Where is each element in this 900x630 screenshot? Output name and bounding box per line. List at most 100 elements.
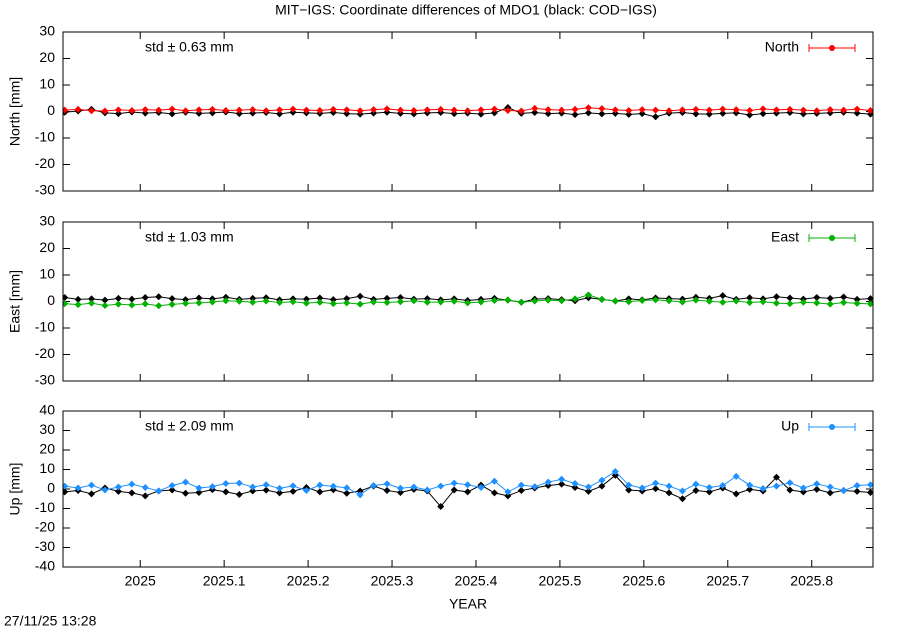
data-point: [799, 484, 807, 492]
data-point: [276, 106, 284, 114]
data-point: [370, 106, 378, 114]
data-point: [692, 296, 700, 304]
data-point: [625, 486, 633, 494]
data-point: [114, 483, 122, 491]
data-point: [114, 106, 122, 114]
data-point: [396, 489, 404, 497]
data-point: [665, 482, 673, 490]
data-point: [101, 301, 109, 309]
data-point: [490, 489, 498, 497]
data-point: [464, 299, 472, 307]
data-point: [437, 503, 445, 511]
x-tick-label: 2025.2: [287, 573, 330, 589]
data-point: [840, 106, 848, 114]
data-point: [343, 295, 351, 303]
data-point: [853, 295, 861, 303]
data-point: [168, 110, 176, 118]
data-point: [826, 294, 834, 302]
data-point: [746, 299, 754, 307]
data-point: [356, 487, 364, 495]
data-point: [63, 294, 69, 302]
data-point: [74, 301, 82, 309]
data-point: [826, 489, 834, 497]
data-point: [235, 490, 243, 498]
data-point: [786, 486, 794, 494]
data-point: [141, 300, 149, 308]
data-point: [813, 294, 821, 302]
data-point: [88, 490, 96, 498]
plot-area: [63, 467, 873, 511]
data-point: [584, 291, 592, 299]
data-point: [598, 110, 606, 118]
data-point: [705, 483, 713, 491]
data-point: [866, 106, 873, 114]
data-point: [74, 484, 82, 492]
data-point: [786, 294, 794, 302]
panel: -30 -20 -10 0 10 20 30 North [mm] std ± 0.63 mm N…: [7, 23, 874, 198]
data-point: [759, 298, 767, 306]
data-point: [678, 487, 686, 495]
data-point: [611, 297, 619, 305]
data-point: [571, 111, 579, 119]
data-point: [437, 298, 445, 306]
x-tick-label: 2025.4: [455, 573, 498, 589]
data-point: [289, 482, 297, 490]
data-point: [746, 111, 754, 119]
data-point: [343, 484, 351, 492]
y-axis-label: Up [mm]: [7, 463, 23, 516]
data-point: [598, 482, 606, 490]
data-point: [517, 107, 525, 115]
data-point: [490, 296, 498, 304]
data-point: [665, 489, 673, 497]
data-point: [853, 299, 861, 307]
y-tick-label: -30: [35, 182, 55, 198]
data-point: [63, 482, 69, 490]
data-point: [705, 297, 713, 305]
timestamp: 27/11/25 13:28: [4, 613, 97, 629]
y-axis-label: East [mm]: [7, 270, 23, 333]
x-tick-label: 2025.8: [790, 573, 833, 589]
data-point: [182, 478, 190, 486]
data-point: [155, 106, 163, 114]
plot-area: [63, 291, 873, 310]
data-point: [262, 107, 270, 115]
data-point: [853, 487, 861, 495]
plot-frame: [62, 221, 874, 382]
data-point: [746, 485, 754, 493]
data-point: [571, 295, 579, 303]
data-point: [464, 481, 472, 489]
data-point: [262, 481, 270, 489]
data-point: [182, 296, 190, 304]
data-point: [584, 483, 592, 491]
data-point: [544, 110, 552, 118]
data-point: [558, 297, 566, 305]
data-point: [799, 488, 807, 496]
y-tick-label: -10: [35, 129, 55, 145]
data-point: [746, 294, 754, 302]
data-point: [370, 481, 378, 489]
data-point: [625, 298, 633, 306]
data-point: [195, 484, 203, 492]
data-point: [356, 300, 364, 308]
data-point: [746, 106, 754, 114]
data-point: [732, 297, 740, 305]
data-point: [705, 110, 713, 118]
data-point: [799, 106, 807, 114]
data-point: [584, 104, 592, 112]
y-tick-label: 30: [39, 213, 55, 229]
data-point: [504, 106, 512, 114]
y-tick-label: 30: [39, 421, 55, 437]
data-point: [531, 483, 539, 491]
data-point: [866, 489, 873, 497]
data-point: [141, 106, 149, 114]
data-point: [611, 467, 619, 475]
plot-frame: [62, 410, 874, 568]
data-point: [289, 298, 297, 306]
data-point: [302, 295, 310, 303]
data-point: [262, 297, 270, 305]
data-point: [799, 298, 807, 306]
data-point: [450, 486, 458, 494]
data-point: [786, 479, 794, 487]
x-tick-label: 2025.5: [538, 573, 581, 589]
